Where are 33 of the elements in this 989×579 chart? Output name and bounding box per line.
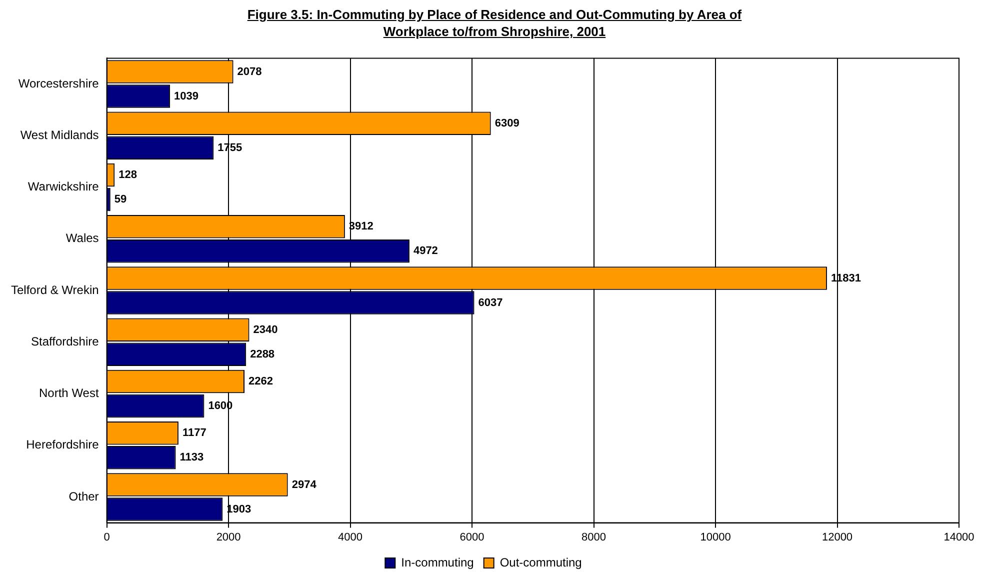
y-tick-label: North West <box>39 386 100 400</box>
data-label: 2974 <box>292 478 318 491</box>
data-label: 2340 <box>253 324 278 336</box>
data-label: 4972 <box>413 245 438 258</box>
data-label: 2078 <box>237 66 262 78</box>
y-tick-label: Warwickshire <box>28 180 100 194</box>
legend-label: In-commuting <box>401 555 474 570</box>
y-tick-label: West Midlands <box>20 128 99 142</box>
x-tick-label: 2000 <box>216 531 241 544</box>
data-label: 128 <box>118 169 137 182</box>
x-tick-label: 8000 <box>582 531 606 544</box>
y-tick-label: Wales <box>66 231 99 246</box>
x-tick-label: 10000 <box>700 531 731 544</box>
y-tick-label: Herefordshire <box>26 438 100 452</box>
data-label: 1133 <box>180 452 204 464</box>
y-tick-label: Staffordshire <box>30 334 100 348</box>
data-label: 2262 <box>248 376 273 388</box>
x-tick-label: 6000 <box>460 531 484 544</box>
legend-label: Out-commuting <box>500 555 582 570</box>
x-tick-label: 4000 <box>338 531 363 544</box>
data-label: 59 <box>114 194 127 206</box>
y-tick-label: Worcestershire <box>18 76 100 90</box>
data-label: 1039 <box>174 90 199 102</box>
data-label: 6037 <box>478 296 503 309</box>
x-tick-label: 0 <box>104 531 110 544</box>
data-label: 1177 <box>182 427 206 440</box>
chart-title: Figure 3.5: In-Commuting by Place of Residence and Out-Commuting by Area of Workplace to/from Shropshire, 2001 <box>246 6 743 40</box>
y-tick-label: Telford & Wrekin <box>10 282 99 297</box>
x-tick-label: 12000 <box>822 531 853 544</box>
y-tick-label: Other <box>68 489 99 504</box>
data-label: 2288 <box>250 348 275 360</box>
x-tick-label: 14000 <box>944 531 974 544</box>
data-label: 6309 <box>494 117 520 130</box>
